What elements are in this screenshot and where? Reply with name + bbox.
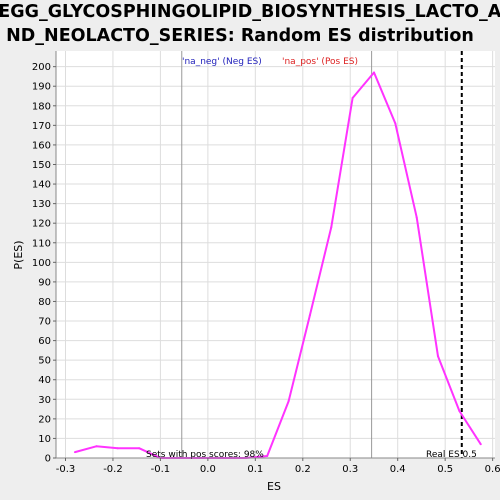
reference-lines — [181, 51, 463, 458]
y-tick-label: 120 — [32, 219, 51, 230]
data-point — [116, 447, 119, 450]
y-tick-label: 90 — [38, 277, 51, 288]
y-tick-label: 200 — [32, 62, 51, 73]
chart-title-line-1: KEGG_GLYCOSPHINGOLIPID_BIOSYNTHESIS_LACT… — [0, 2, 500, 22]
x-tick-label: 0.1 — [247, 464, 263, 475]
y-tick-label: 0 — [45, 454, 51, 465]
x-tick-label: 0.6 — [485, 464, 500, 475]
y-tick-label: 170 — [32, 121, 51, 132]
y-tick-label: 130 — [32, 199, 51, 210]
data-point — [95, 445, 98, 448]
pos-es-label: 'na_pos' (Pos ES) — [282, 57, 358, 67]
axes: 0 10 20 30 40 50 60 70 80 90 100 110 120 130 140 150 160… — [32, 51, 500, 475]
y-tick-label: 180 — [32, 101, 51, 112]
data-point — [372, 71, 375, 74]
y-tick-label: 80 — [38, 297, 51, 308]
plot-area — [56, 51, 495, 458]
y-tick-label: 60 — [38, 336, 51, 347]
y-tick-label: 10 — [38, 434, 51, 445]
x-tick-label: 0.0 — [200, 464, 216, 475]
x-tick-label: 0.5 — [437, 464, 453, 475]
y-tick-label: 20 — [38, 414, 51, 425]
data-point — [330, 226, 333, 229]
x-tick-label: -0.2 — [103, 464, 123, 475]
data-point — [266, 455, 269, 458]
data-point — [415, 216, 418, 219]
x-tick-label: 0.3 — [342, 464, 358, 475]
y-tick-label: 150 — [32, 160, 51, 171]
y-axis-title: P(ES) — [12, 240, 25, 269]
x-tick-label: 0.4 — [390, 464, 406, 475]
y-tick-label: 100 — [32, 258, 51, 269]
real-es-label: Real ES 0.5 — [426, 450, 477, 460]
data-point — [437, 355, 440, 358]
x-tick-label: -0.3 — [56, 464, 76, 475]
data-point — [394, 122, 397, 125]
x-axis-title: ES — [267, 480, 281, 493]
grid-layer — [56, 51, 495, 459]
x-tick-label: 0.2 — [295, 464, 311, 475]
data-point — [479, 443, 482, 446]
y-tick-label: 50 — [38, 356, 51, 367]
sets-pos-scores-label: Sets with pos scores: 98% — [146, 450, 264, 460]
data-point — [287, 400, 290, 403]
data-point — [351, 96, 354, 99]
data-point — [73, 451, 76, 454]
y-tick-label: 140 — [32, 180, 51, 191]
y-tick-label: 40 — [38, 375, 51, 386]
data-point — [458, 410, 461, 413]
x-tick-label: -0.1 — [151, 464, 171, 475]
annotation-layer: 'na_neg' (Neg ES) 'na_pos' (Pos ES) Sets… — [146, 57, 477, 460]
y-tick-label: 160 — [32, 140, 51, 151]
neg-es-label: 'na_neg' (Neg ES) — [182, 57, 262, 67]
y-tick-label: 30 — [38, 395, 51, 406]
data-point — [308, 314, 311, 317]
chart-title-line-2: ND_NEOLACTO_SERIES: Random ES distributi… — [6, 26, 474, 46]
series-line-1 — [74, 71, 482, 459]
data-point — [138, 447, 141, 450]
y-tick-label: 190 — [32, 82, 51, 93]
y-tick-label: 70 — [38, 317, 51, 328]
y-tick-label: 110 — [32, 238, 51, 249]
